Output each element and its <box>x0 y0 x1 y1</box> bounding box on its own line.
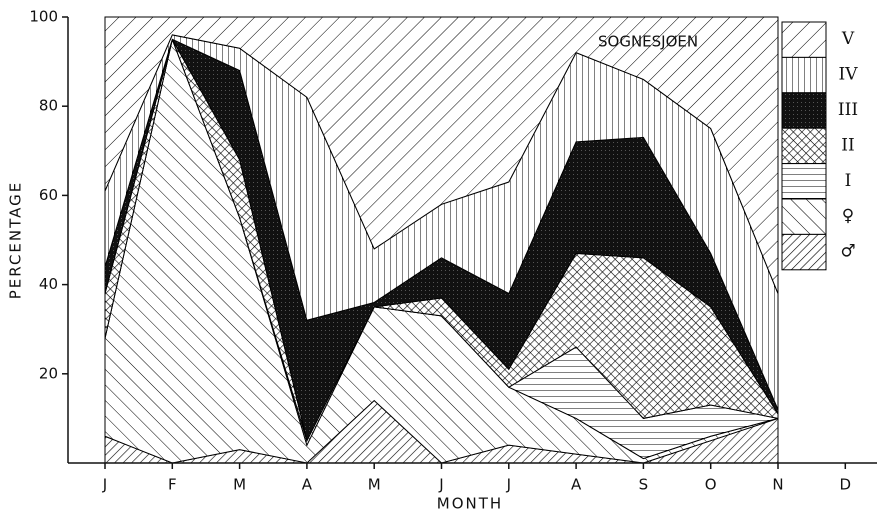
x-axis-label: MONTH <box>437 495 503 513</box>
y-tick-label: 100 <box>29 8 58 26</box>
x-tick-label: J <box>506 476 511 494</box>
x-tick-label: J <box>438 476 443 494</box>
legend-swatch <box>781 92 827 129</box>
legend-label: II <box>841 135 854 155</box>
x-tick-label: F <box>168 476 177 494</box>
legend-label: IV <box>839 65 859 85</box>
y-tick-label: 60 <box>39 186 58 204</box>
x-tick-label: A <box>302 476 313 494</box>
legend-swatch <box>781 198 827 235</box>
y-tick-label: 20 <box>39 364 58 382</box>
y-axis-label: PERCENTAGE <box>7 181 25 299</box>
legend-label: ♂ <box>840 242 855 262</box>
legend-swatch <box>781 233 827 271</box>
x-tick-label: M <box>368 476 381 494</box>
x-tick-label: A <box>571 476 582 494</box>
legend-swatch <box>781 56 827 94</box>
legend-label: ♀ <box>842 206 854 226</box>
legend-label: I <box>845 171 852 191</box>
x-tick-label: O <box>705 476 717 494</box>
y-tick-label: 80 <box>39 97 58 115</box>
x-tick-label: J <box>102 476 107 494</box>
legend-swatch <box>781 21 827 58</box>
legend-swatch <box>781 127 827 165</box>
y-tick-label: 40 <box>39 275 58 293</box>
annotation: SOGNESJØEN <box>598 33 698 51</box>
legend-label: V <box>841 29 855 49</box>
x-tick-label: M <box>233 476 246 494</box>
x-tick-label: N <box>772 476 783 494</box>
legend-swatch <box>781 163 827 200</box>
legend-label: III <box>838 100 858 120</box>
x-tick-label: D <box>840 476 852 494</box>
area <box>104 16 779 294</box>
x-tick-label: S <box>639 476 649 494</box>
